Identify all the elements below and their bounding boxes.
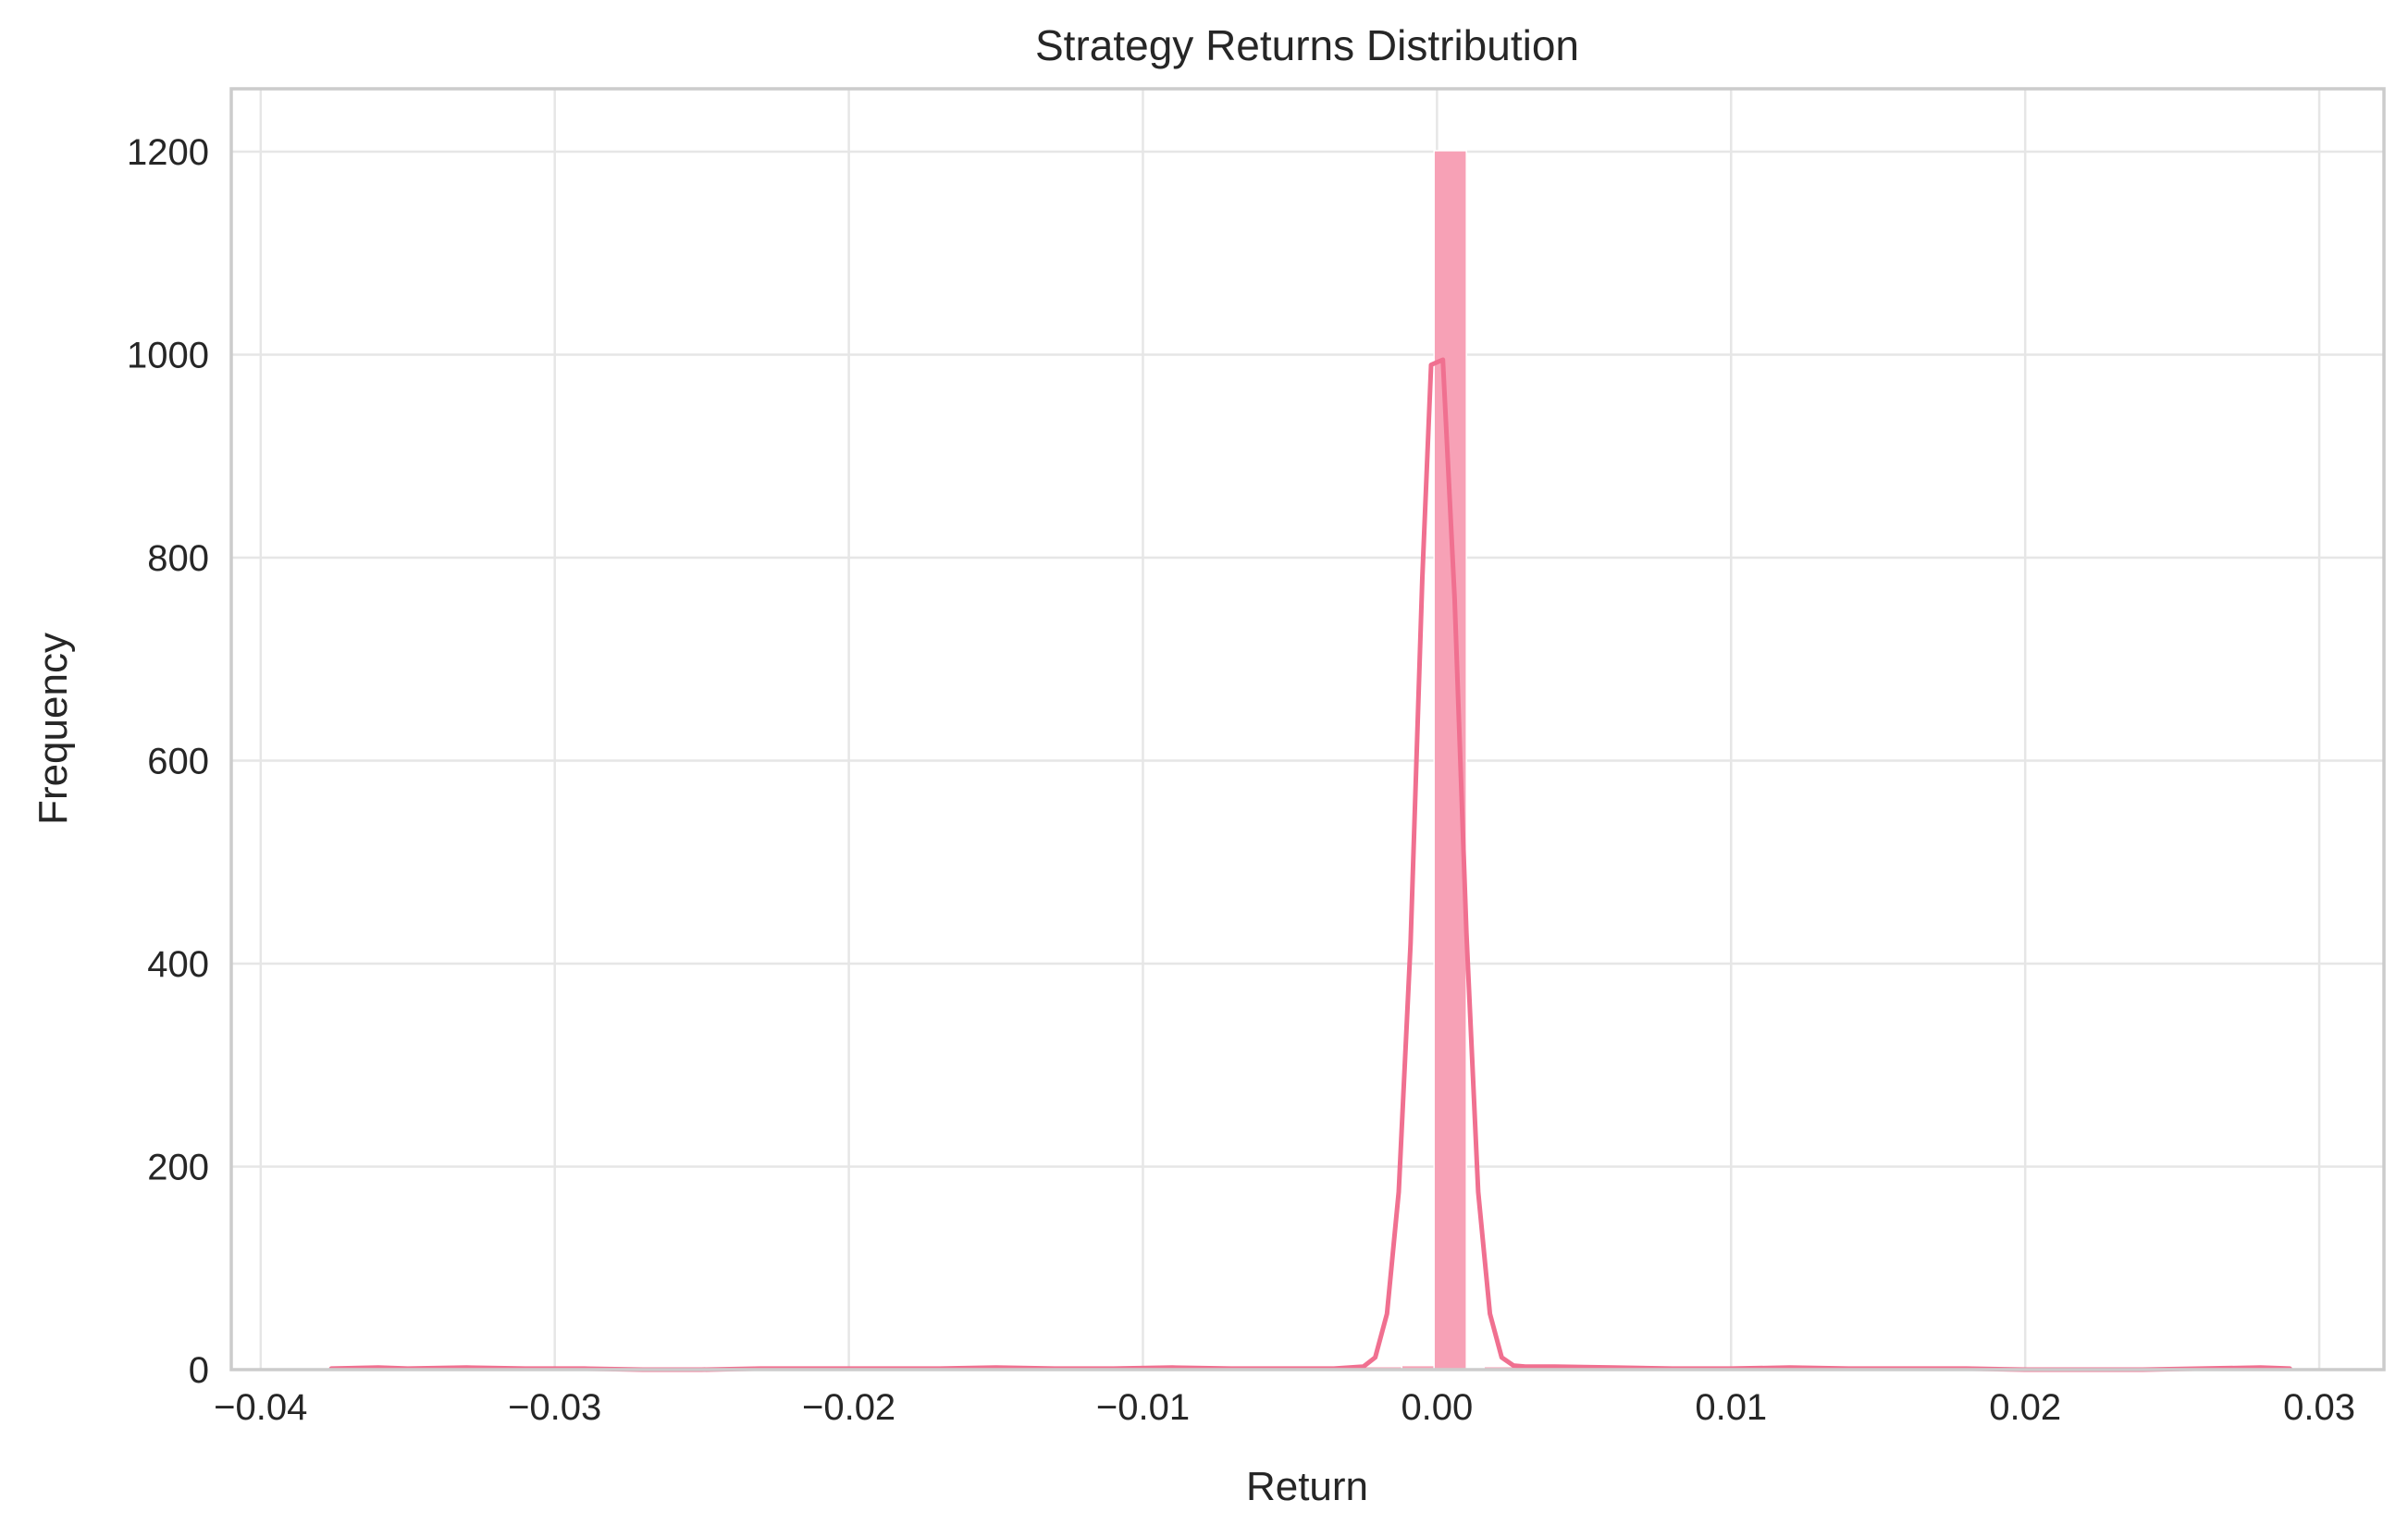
- y-axis-ticks: 0 200 400 600 800 1000 1200: [127, 132, 209, 1391]
- y-tick-label: 1000: [127, 336, 209, 376]
- x-tick-label: −0.02: [802, 1387, 895, 1428]
- x-axis-label: Return: [1246, 1464, 1368, 1509]
- x-tick-label: 0.03: [2283, 1387, 2355, 1428]
- plot-frame: [229, 87, 2386, 1371]
- y-axis-label: Frequency: [31, 633, 76, 825]
- grid-lines: [231, 89, 2384, 1371]
- y-tick-label: 1200: [127, 132, 209, 173]
- y-tick-label: 400: [147, 944, 209, 985]
- x-tick-label: −0.01: [1096, 1387, 1190, 1428]
- chart-title: Strategy Returns Distribution: [1035, 21, 1579, 69]
- y-tick-label: 800: [147, 538, 209, 579]
- x-axis-ticks: −0.04 −0.03 −0.02 −0.01 0.00 0.01 0.02 0.03: [214, 1387, 2355, 1428]
- y-tick-label: 600: [147, 742, 209, 782]
- y-tick-label: 200: [147, 1148, 209, 1188]
- x-tick-label: −0.03: [508, 1387, 601, 1428]
- x-tick-label: 0.02: [1989, 1387, 2061, 1428]
- y-tick-label: 0: [189, 1350, 209, 1391]
- x-tick-label: 0.01: [1695, 1387, 1767, 1428]
- x-tick-label: −0.04: [214, 1387, 307, 1428]
- x-tick-label: 0.00: [1401, 1387, 1473, 1428]
